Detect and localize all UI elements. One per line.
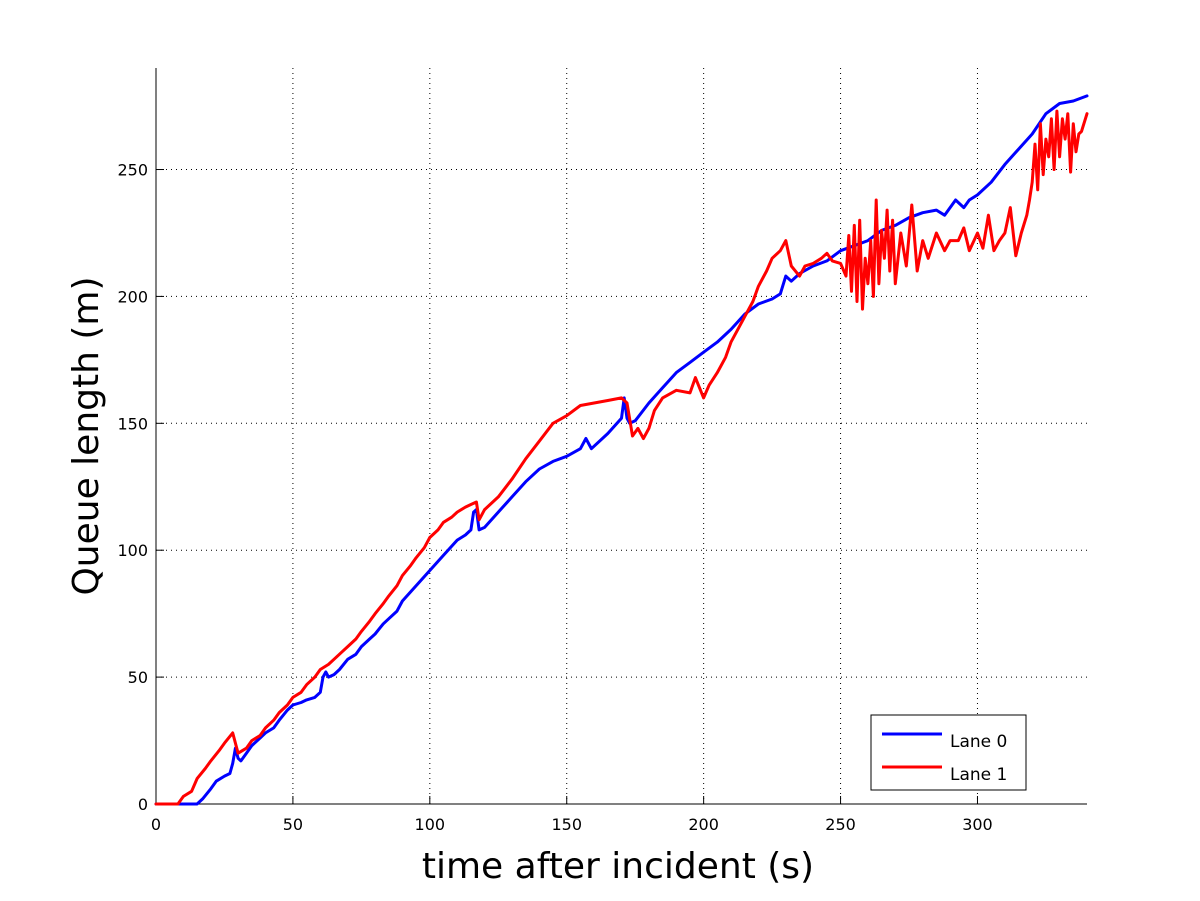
x-axis-ticks: 0 50 100 150 200 250 300	[151, 796, 993, 834]
axes	[155, 68, 1087, 805]
x-tick-label: 150	[551, 815, 582, 834]
x-tick-label: 50	[283, 815, 303, 834]
x-tick-label: 0	[151, 815, 161, 834]
y-axis-title: Queue length (m)	[66, 276, 107, 595]
y-tick-label: 100	[117, 541, 148, 560]
legend: Lane 0 Lane 1	[870, 714, 1027, 791]
y-tick-label: 0	[138, 795, 148, 814]
grid-lines	[156, 68, 1087, 804]
legend-label-lane-1: Lane 1	[950, 765, 1007, 785]
y-tick-label: 150	[117, 414, 148, 433]
y-tick-label: 200	[117, 287, 148, 306]
series-line-lane-0	[154, 94, 1089, 806]
y-tick-label: 250	[117, 161, 148, 180]
x-tick-label: 250	[825, 815, 856, 834]
legend-box	[870, 714, 1027, 791]
plot-frame-axes	[155, 68, 1087, 805]
x-tick-label: 200	[688, 815, 719, 834]
x-axis-title: time after incident (s)	[422, 846, 814, 887]
x-tick-label: 100	[415, 815, 446, 834]
x-tick-label: 300	[962, 815, 993, 834]
legend-label-lane-0: Lane 0	[950, 732, 1007, 752]
y-tick-label: 50	[128, 668, 148, 687]
y-axis-ticks: 0 50 100 150 200 250	[117, 161, 164, 814]
series-group	[154, 94, 1089, 806]
series-line-lane-1	[154, 109, 1089, 806]
